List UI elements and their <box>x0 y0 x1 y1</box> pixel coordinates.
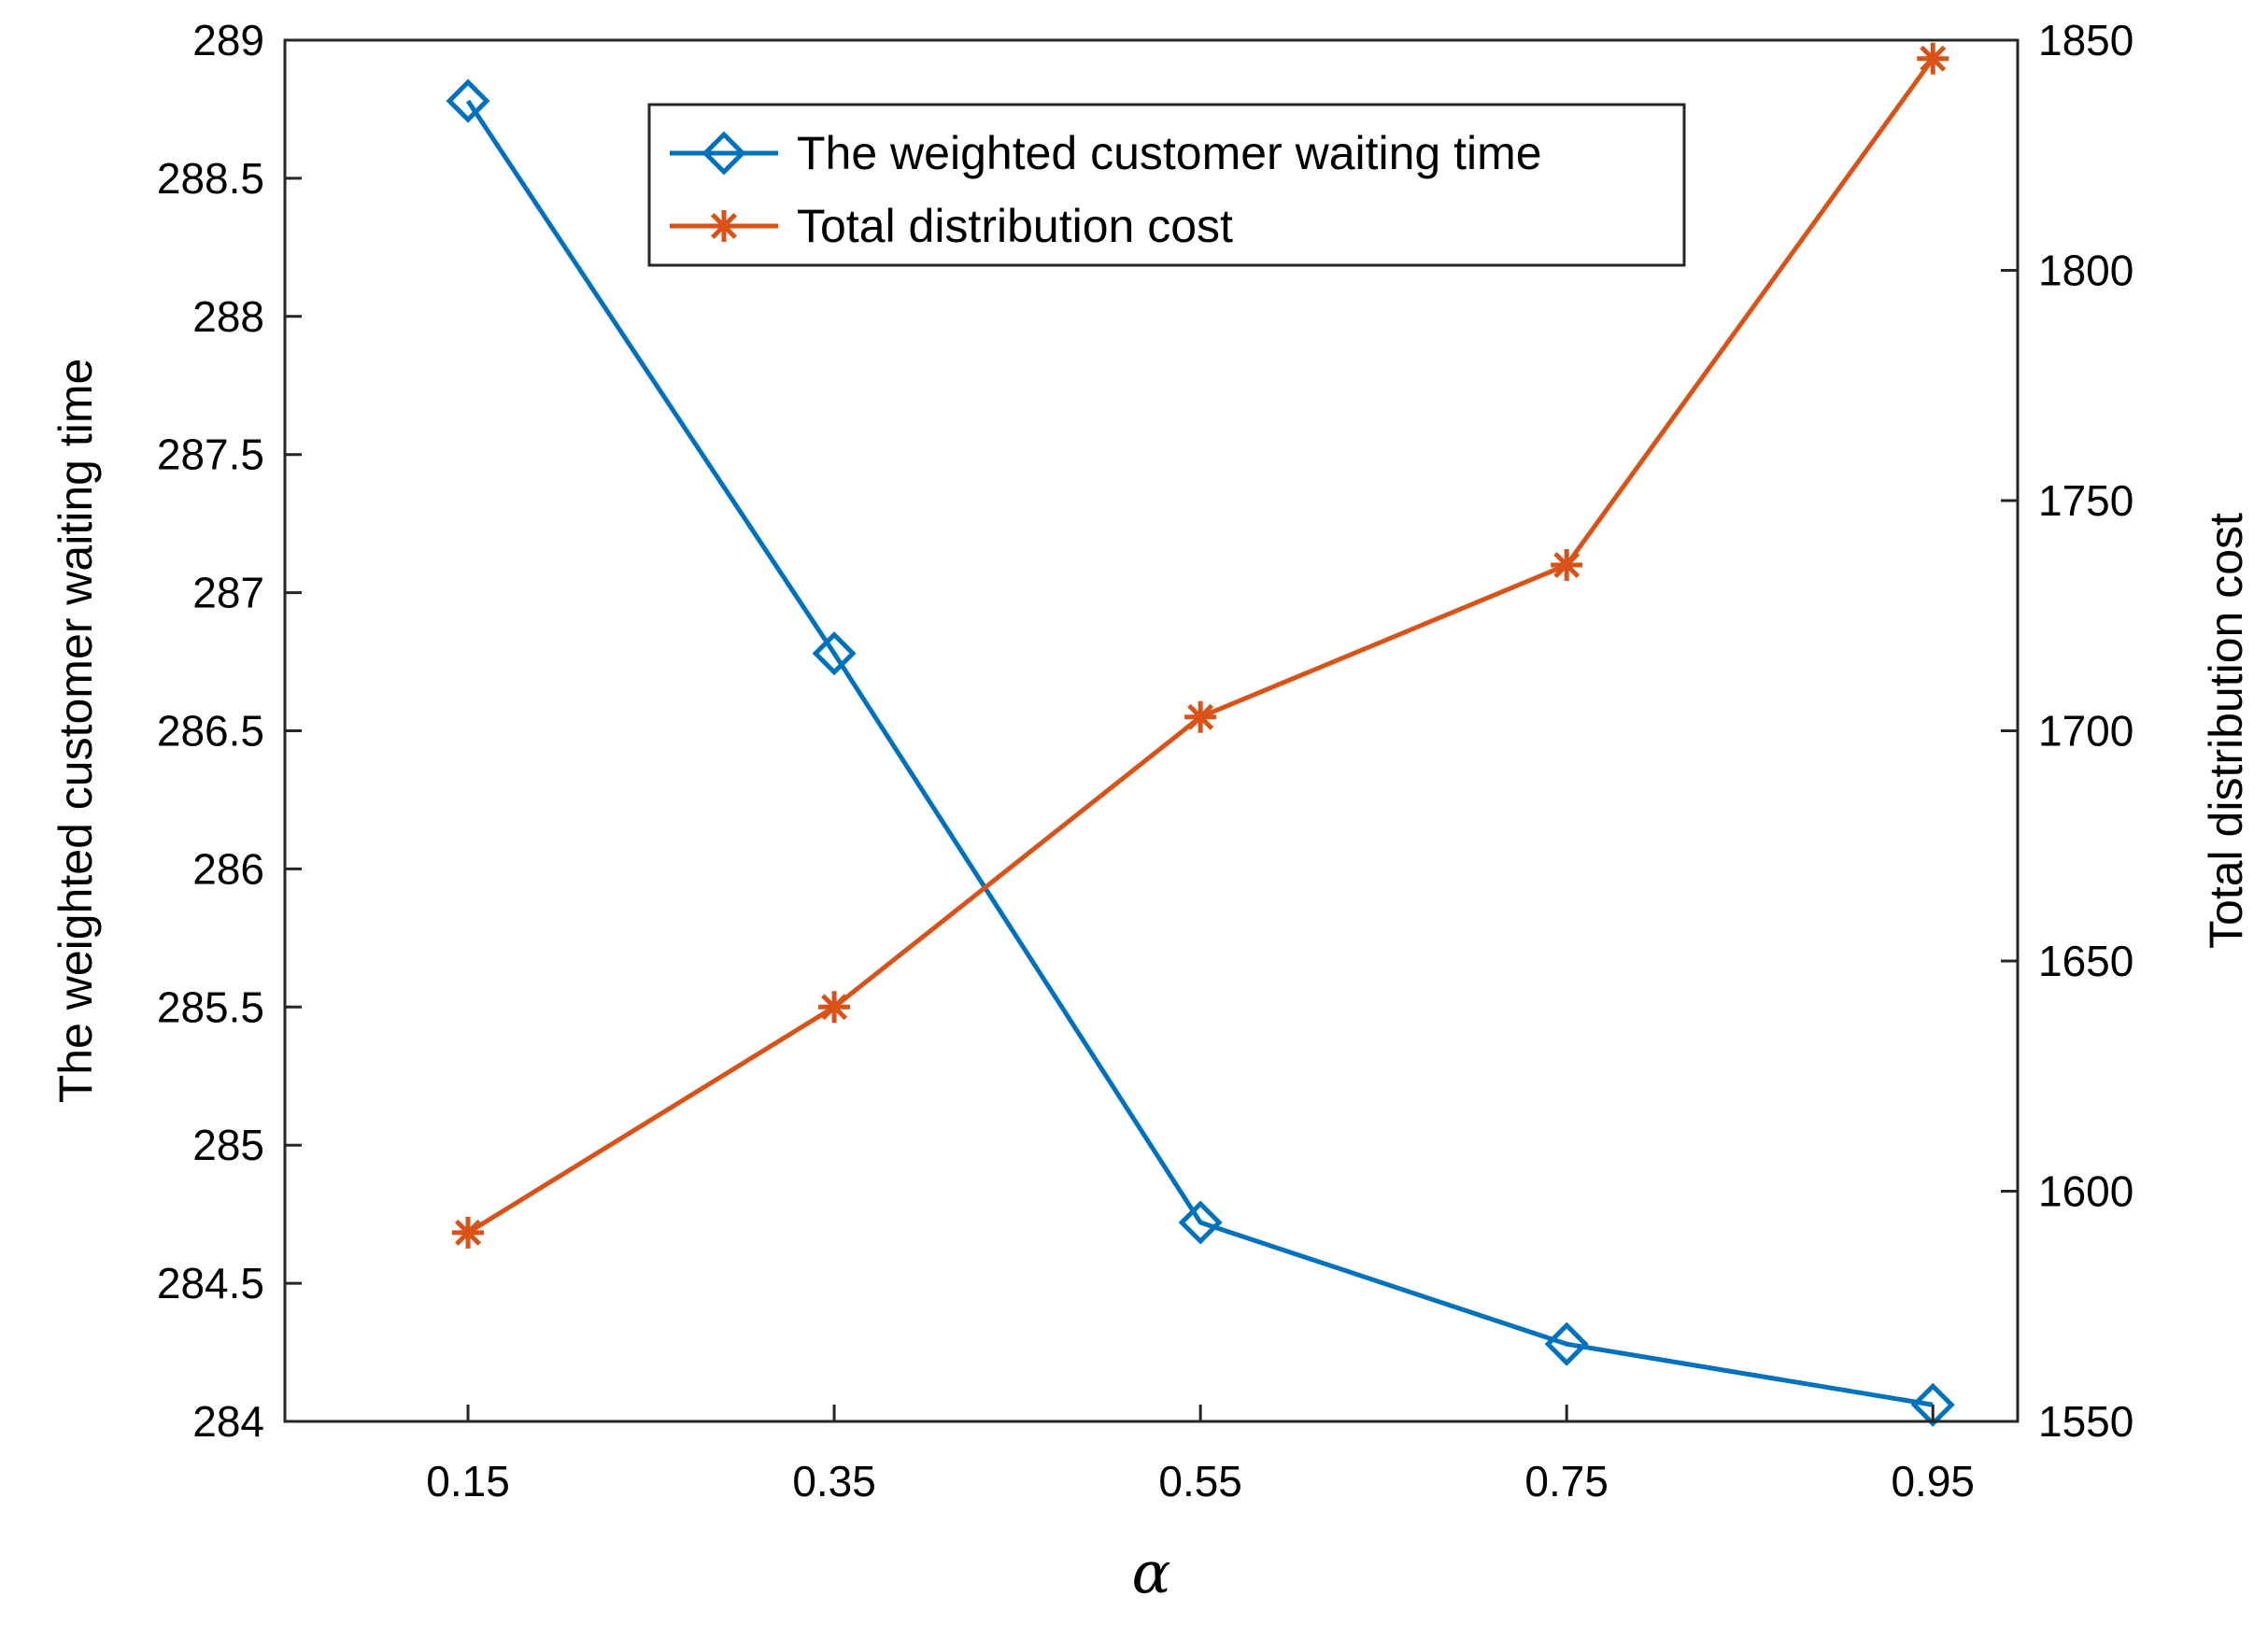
right-y-axis-title: Total distribution cost <box>2200 513 2252 949</box>
left-y-axis-title: The weighted customer waiting time <box>50 359 102 1104</box>
right-y-tick-label: 1600 <box>2038 1167 2133 1216</box>
right-y-tick-label: 1850 <box>2038 16 2133 64</box>
data-point-waiting-time <box>446 78 490 123</box>
right-y-tick-label: 1550 <box>2038 1397 2133 1446</box>
right-y-tick-label: 1800 <box>2038 247 2133 295</box>
left-y-tick-label: 284 <box>192 1397 264 1446</box>
data-point-waiting-time <box>1910 1382 1955 1427</box>
legend-marker-distribution-cost <box>708 210 740 242</box>
legend-label-waiting-time: The weighted customer waiting time <box>797 127 1542 179</box>
data-point-distribution-cost <box>1917 42 1949 75</box>
left-y-tick-label: 286.5 <box>157 707 264 756</box>
data-point-distribution-cost <box>452 1216 485 1249</box>
data-point-waiting-time <box>1178 1200 1223 1245</box>
series-line-waiting-time <box>465 99 1934 1407</box>
x-axis-title: α <box>1132 1538 1171 1606</box>
data-point-distribution-cost <box>1551 549 1583 582</box>
x-tick-label: 0.15 <box>426 1457 510 1505</box>
left-y-tick-label: 285.5 <box>157 982 264 1031</box>
right-y-tick-label: 1650 <box>2038 937 2133 985</box>
right-y-tick-label: 1750 <box>2038 476 2133 525</box>
left-y-tick-label: 286 <box>192 844 264 893</box>
legend-label-distribution-cost: Total distribution cost <box>797 200 1233 252</box>
x-tick-label: 0.35 <box>792 1457 876 1505</box>
data-point-waiting-time <box>1544 1321 1589 1366</box>
left-y-tick-label: 287.5 <box>157 431 264 479</box>
x-tick-label: 0.55 <box>1158 1457 1242 1505</box>
left-y-tick-label: 288 <box>192 292 264 341</box>
x-tick-label: 0.75 <box>1524 1457 1609 1505</box>
legend-marker-waiting-time <box>702 131 746 176</box>
left-y-tick-label: 288.5 <box>157 154 264 203</box>
right-y-tick-label: 1700 <box>2038 707 2133 756</box>
left-y-tick-label: 284.5 <box>157 1259 264 1307</box>
data-point-waiting-time <box>812 631 857 676</box>
left-y-tick-label: 287 <box>192 569 264 617</box>
data-point-distribution-cost <box>818 991 851 1024</box>
x-tick-label: 0.95 <box>1891 1457 1975 1505</box>
left-y-tick-label: 289 <box>192 16 264 64</box>
legend-box <box>647 103 1686 267</box>
left-y-tick-label: 285 <box>192 1121 264 1169</box>
data-point-distribution-cost <box>1184 700 1217 733</box>
